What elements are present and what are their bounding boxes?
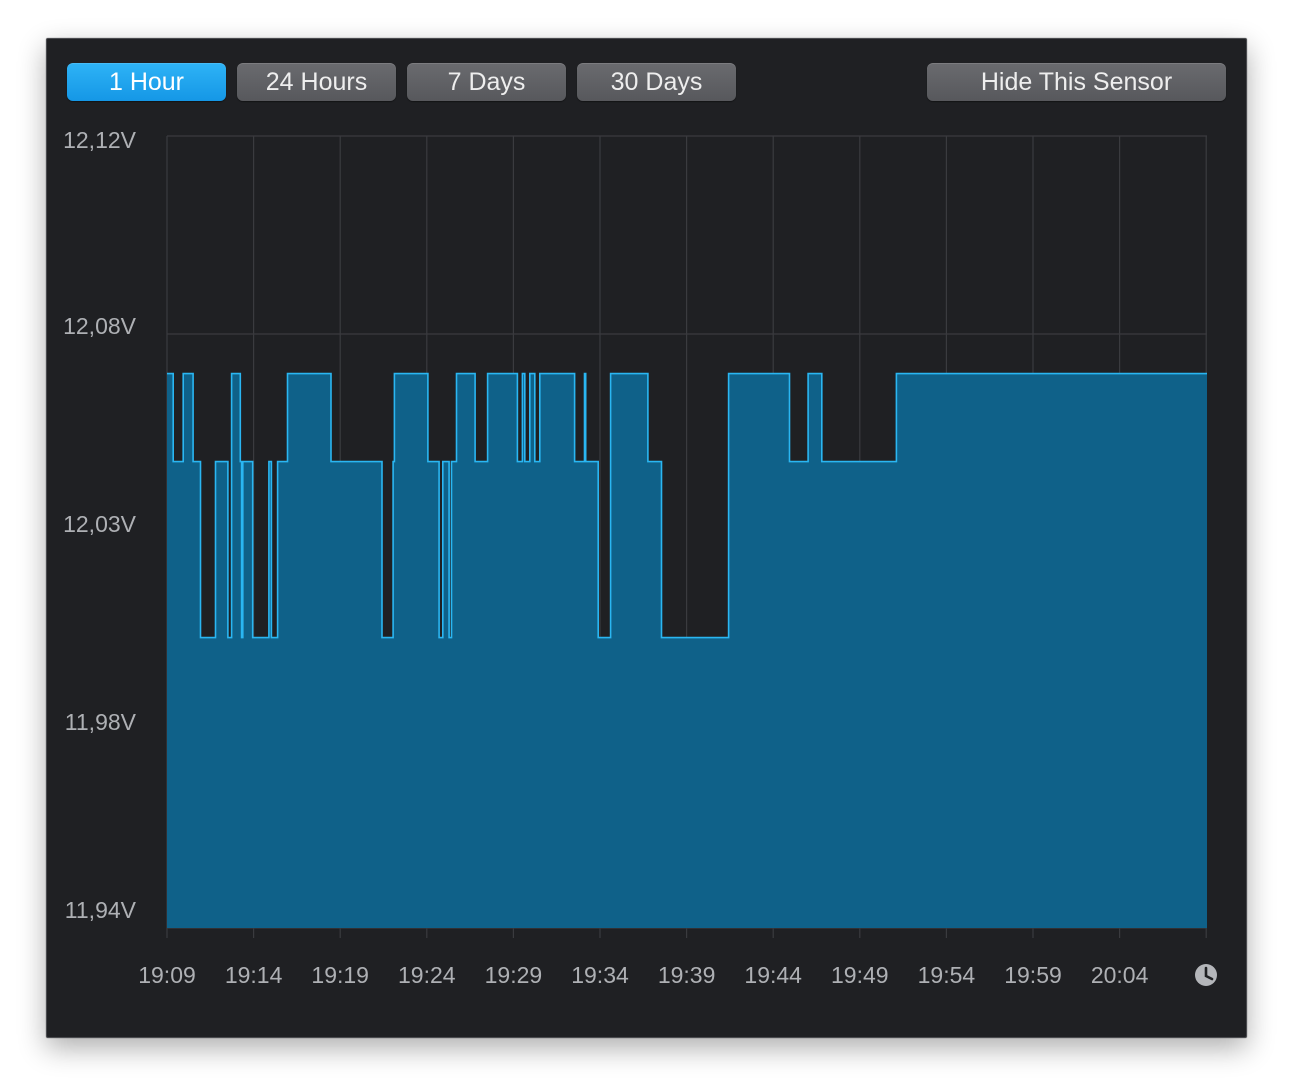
x-tick-label: 19:09 xyxy=(138,962,196,988)
voltage-series-line xyxy=(167,372,1207,639)
x-tick-label: 19:54 xyxy=(918,962,976,988)
x-axis-labels: 19:09 19:14 19:19 19:24 19:29 19:34 19:39 19:44… xyxy=(138,962,1148,988)
x-tick-label: 19:44 xyxy=(744,962,802,988)
x-tick-label: 20:04 xyxy=(1091,962,1149,988)
y-tick-label: 12,03V xyxy=(63,511,137,537)
clock-icon[interactable] xyxy=(1195,964,1217,986)
x-tick-label: 19:24 xyxy=(398,962,456,988)
x-tick-label: 19:14 xyxy=(225,962,283,988)
x-tick-label: 19:49 xyxy=(831,962,889,988)
voltage-chart: 12,12V 12,08V 12,03V 11,98V 11,94V 19:09 19:1… xyxy=(63,127,1217,988)
y-tick-label: 12,08V xyxy=(63,313,137,339)
range-30-days-button[interactable]: 30 Days xyxy=(577,63,736,101)
y-tick-label: 11,98V xyxy=(65,709,137,735)
range-7-days-button[interactable]: 7 Days xyxy=(407,63,566,101)
range-24-hours-button[interactable]: 24 Hours xyxy=(237,63,396,101)
x-tick-label: 19:19 xyxy=(311,962,369,988)
sensor-history-window: 1 Hour 24 Hours 7 Days 30 Days Hide This… xyxy=(46,38,1247,1038)
x-tick-label: 19:29 xyxy=(485,962,543,988)
range-1-hour-button[interactable]: 1 Hour xyxy=(67,63,226,101)
voltage-area-fill xyxy=(167,373,1207,929)
hide-sensor-button[interactable]: Hide This Sensor xyxy=(927,63,1226,101)
x-tick-label: 19:34 xyxy=(571,962,629,988)
x-tick-label: 19:39 xyxy=(658,962,716,988)
time-range-toolbar: 1 Hour 24 Hours 7 Days 30 Days Hide This… xyxy=(47,39,1246,119)
y-axis-labels: 12,12V 12,08V 12,03V 11,98V 11,94V xyxy=(63,127,137,923)
x-tick-label: 19:59 xyxy=(1004,962,1062,988)
y-tick-label: 11,94V xyxy=(65,897,137,923)
y-tick-label: 12,12V xyxy=(63,127,137,153)
